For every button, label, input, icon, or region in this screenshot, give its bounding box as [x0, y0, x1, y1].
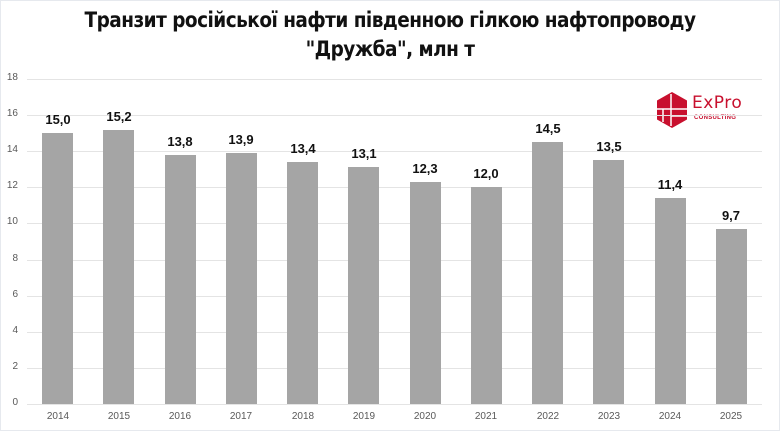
data-label: 15,0 — [45, 112, 71, 127]
gridline — [27, 115, 762, 116]
bar-2020 — [410, 182, 441, 404]
y-tick-label: 10 — [6, 216, 18, 227]
data-label: 13,4 — [290, 141, 316, 156]
x-tick-label: 2022 — [536, 411, 560, 422]
x-tick-label: 2014 — [46, 411, 70, 422]
x-tick-label: 2020 — [413, 411, 437, 422]
x-tick-label: 2015 — [107, 411, 131, 422]
data-label: 12,0 — [473, 166, 499, 181]
gridline — [27, 79, 762, 80]
data-label: 15,2 — [106, 109, 132, 124]
x-tick-label: 2016 — [168, 411, 192, 422]
bar-2014 — [42, 133, 73, 404]
x-tick-label: 2024 — [658, 411, 682, 422]
gridline — [27, 151, 762, 152]
y-tick-label: 2 — [12, 361, 18, 372]
data-label: 14,5 — [535, 121, 561, 136]
bar-2023 — [593, 160, 624, 404]
x-tick-label: 2025 — [719, 411, 743, 422]
gridline — [27, 260, 762, 261]
gridline — [27, 404, 762, 405]
x-tick-label: 2021 — [474, 411, 498, 422]
bar-2022 — [532, 142, 563, 404]
y-tick-label: 16 — [6, 108, 18, 119]
bar-2017 — [226, 153, 257, 404]
bar-2021 — [471, 187, 502, 404]
data-label: 9,7 — [721, 208, 741, 223]
y-tick-label: 4 — [12, 325, 18, 336]
gridline — [27, 368, 762, 369]
x-tick-label: 2017 — [229, 411, 253, 422]
chart-title-line-1: Транзит російської нафти південною гілко… — [84, 8, 696, 32]
bar-2024 — [655, 198, 686, 404]
bar-2015 — [103, 130, 134, 404]
data-label: 13,8 — [167, 134, 193, 149]
bar-2025 — [716, 229, 747, 404]
data-label: 13,9 — [228, 132, 254, 147]
y-tick-label: 0 — [12, 397, 18, 408]
bar-2018 — [287, 162, 318, 404]
data-label: 11,4 — [657, 177, 683, 192]
y-tick-label: 18 — [6, 72, 18, 83]
x-tick-label: 2023 — [597, 411, 621, 422]
gridline — [27, 223, 762, 224]
logo-subtitle: CONSULTING — [694, 115, 737, 121]
data-label: 12,3 — [412, 161, 438, 176]
y-tick-label: 14 — [6, 144, 18, 155]
bar-2019 — [348, 167, 379, 404]
logo-wordmark: ExPro — [692, 93, 743, 113]
data-label: 13,1 — [351, 146, 377, 161]
y-tick-label: 12 — [6, 180, 18, 191]
y-tick-label: 6 — [12, 289, 18, 300]
chart-title-line-2: "Дружба", млн т — [305, 37, 475, 61]
x-tick-label: 2018 — [291, 411, 315, 422]
bar-2016 — [165, 155, 196, 404]
gridline — [27, 296, 762, 297]
data-label: 13,5 — [596, 139, 622, 154]
gridline — [27, 332, 762, 333]
chart-title: Транзит російської нафти південною гілко… — [47, 6, 733, 64]
gridline — [27, 187, 762, 188]
x-tick-label: 2019 — [352, 411, 376, 422]
y-tick-label: 8 — [12, 253, 18, 264]
